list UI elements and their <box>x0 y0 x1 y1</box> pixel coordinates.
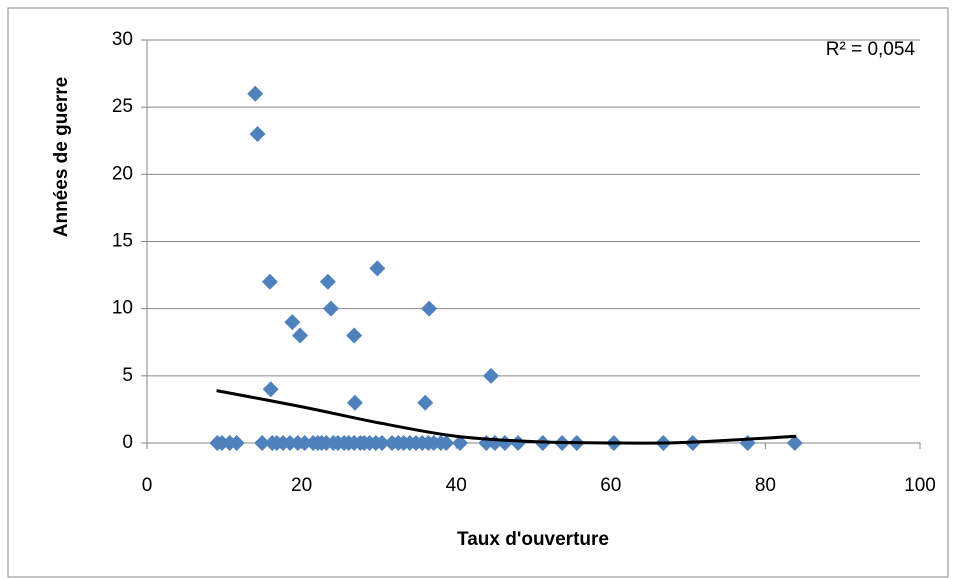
x-tick-label: 0 <box>142 475 153 496</box>
x-tick-label: 100 <box>904 475 936 496</box>
data-point <box>510 435 527 451</box>
data-point <box>319 273 336 290</box>
data-point <box>284 314 301 331</box>
y-tick-label: 15 <box>112 231 133 252</box>
data-point <box>292 327 309 344</box>
data-point <box>262 381 279 398</box>
data-point <box>322 300 339 317</box>
r-squared-annotation: R² = 0,054 <box>826 39 916 60</box>
y-axis-title: Années de guerre <box>51 77 72 238</box>
x-tick-label: 40 <box>446 475 467 496</box>
x-axis-title: Taux d'ouverture <box>457 529 609 550</box>
data-point <box>247 85 264 102</box>
chart-border <box>7 7 949 578</box>
data-point <box>786 435 803 451</box>
data-point <box>296 435 313 451</box>
data-point <box>249 126 266 143</box>
data-point <box>373 435 390 451</box>
data-point <box>254 435 271 451</box>
data-point <box>346 327 363 344</box>
y-tick-label: 5 <box>122 365 133 386</box>
data-point <box>482 367 499 384</box>
x-tick-label: 60 <box>600 475 621 496</box>
y-tick-label: 20 <box>112 163 133 184</box>
data-point <box>369 260 386 277</box>
trendline <box>216 389 797 445</box>
data-point <box>421 300 438 317</box>
y-tick-label: 30 <box>112 29 133 50</box>
data-point <box>228 435 245 451</box>
x-tick-label: 80 <box>755 475 776 496</box>
y-tick-label: 10 <box>112 298 133 319</box>
data-point <box>417 394 434 411</box>
y-tick-label: 25 <box>112 96 133 117</box>
data-point <box>438 435 455 451</box>
data-point <box>261 273 278 290</box>
x-tick-label: 20 <box>291 475 312 496</box>
data-point <box>346 394 363 411</box>
data-point <box>452 435 469 451</box>
y-tick-label: 0 <box>122 432 133 453</box>
